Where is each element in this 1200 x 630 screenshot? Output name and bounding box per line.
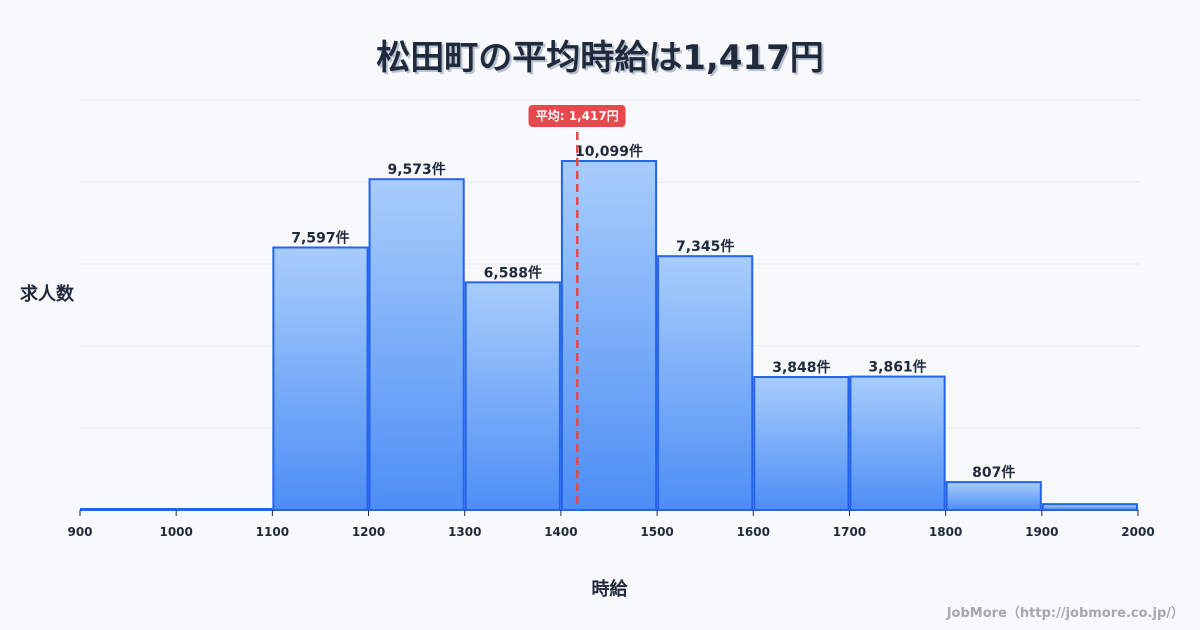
x-tick-label: 1200 (352, 525, 385, 539)
histogram-bar (80, 508, 177, 511)
histogram-bar (753, 376, 850, 511)
x-tick-label: 900 (67, 525, 92, 539)
source-credit: JobMore（http://jobmore.co.jp/） (946, 606, 1184, 621)
y-axis-label: 求人数 (20, 284, 74, 305)
bar-labels: 7,597件 9,573件 6,588件 10,099件 7,345件 3,848件 3,8… (291, 143, 1015, 481)
chart-title: 松田町の平均時給は1,417円 (376, 38, 824, 78)
histogram-bar (945, 481, 1042, 511)
bar-value-label: 807件 (972, 464, 1015, 481)
histogram-bar (1041, 503, 1139, 512)
x-tick-label: 1100 (256, 525, 289, 539)
bar-value-label: 7,345件 (676, 238, 734, 255)
x-tick-label: 1900 (1025, 525, 1058, 539)
x-tick-label: 1800 (929, 525, 962, 539)
bars (80, 160, 1139, 512)
histogram-bar (849, 375, 946, 511)
bar-value-label: 3,848件 (772, 359, 830, 376)
bar-value-label: 10,099件 (575, 143, 643, 160)
bar-value-label: 3,861件 (868, 359, 926, 376)
x-tick-label: 1700 (833, 525, 866, 539)
x-tick-label: 1400 (544, 525, 577, 539)
x-tick-label: 1000 (159, 525, 192, 539)
histogram-bar (464, 281, 561, 512)
x-tick-label: 1300 (448, 525, 481, 539)
histogram-bar (368, 178, 465, 511)
x-tick-label: 1500 (640, 525, 673, 539)
bar-value-label: 9,573件 (387, 161, 445, 178)
bar-value-label: 7,597件 (291, 229, 349, 246)
x-axis-label: 時給 (591, 579, 628, 600)
histogram-bar (272, 246, 369, 511)
histogram-bar (657, 255, 754, 512)
x-axis: 900 1000 1100 1200 1300 1400 1500 1600 1700 1800 1… (67, 510, 1155, 539)
bar-value-label: 6,588件 (484, 264, 542, 281)
x-tick-label: 2000 (1121, 525, 1154, 539)
mean-badge: 平均: 1,417円 (528, 105, 626, 127)
histogram-bar (176, 508, 273, 511)
x-tick-label: 1600 (737, 525, 770, 539)
